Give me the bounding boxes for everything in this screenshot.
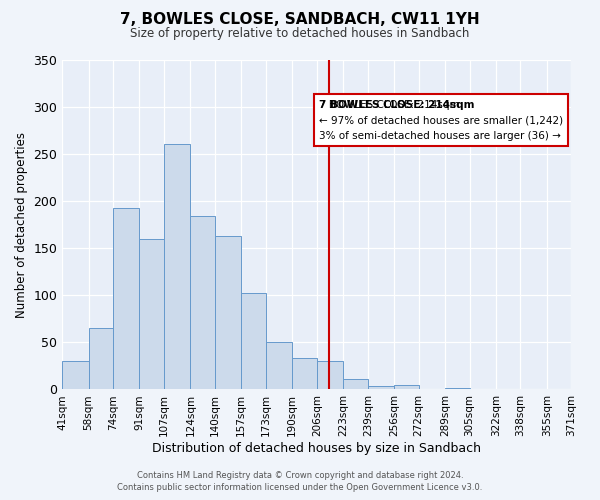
Bar	[139, 239, 164, 390]
Bar	[394, 385, 419, 390]
Bar	[164, 144, 190, 390]
Bar	[292, 358, 317, 390]
Bar	[343, 379, 368, 390]
Bar	[368, 386, 394, 390]
Bar	[215, 236, 241, 390]
X-axis label: Distribution of detached houses by size in Sandbach: Distribution of detached houses by size …	[152, 442, 481, 455]
Bar	[113, 208, 139, 390]
Bar	[445, 388, 470, 390]
Text: Size of property relative to detached houses in Sandbach: Size of property relative to detached ho…	[130, 28, 470, 40]
Y-axis label: Number of detached properties: Number of detached properties	[15, 132, 28, 318]
Bar	[241, 294, 266, 390]
Bar	[89, 328, 113, 390]
Text: 7 BOWLES CLOSE: 214sqm
← 97% of detached houses are smaller (1,242)
3% of semi-d: 7 BOWLES CLOSE: 214sqm ← 97% of detached…	[319, 100, 563, 140]
Text: 7 BOWLES CLOSE: 214sqm: 7 BOWLES CLOSE: 214sqm	[319, 100, 475, 110]
Bar	[266, 342, 292, 390]
Bar	[62, 361, 89, 390]
Text: Contains HM Land Registry data © Crown copyright and database right 2024.
Contai: Contains HM Land Registry data © Crown c…	[118, 471, 482, 492]
Text: 7, BOWLES CLOSE, SANDBACH, CW11 1YH: 7, BOWLES CLOSE, SANDBACH, CW11 1YH	[120, 12, 480, 28]
Bar	[317, 361, 343, 390]
Bar	[190, 216, 215, 390]
